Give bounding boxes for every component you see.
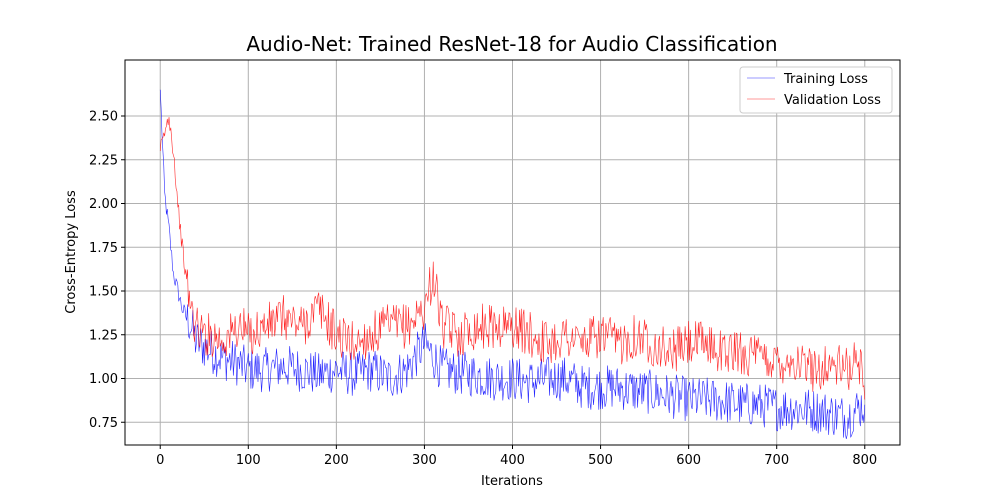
chart-title: Audio-Net: Trained ResNet-18 for Audio C… [246, 32, 777, 56]
y-tick-label: 2.50 [89, 110, 118, 125]
ticks: 0 100 200 300 400 500 600 700 800 0.75 1.00 1.25 1.5… [89, 110, 877, 469]
series-line-training [159, 89, 866, 439]
y-tick-label: 2.00 [89, 197, 118, 212]
x-tick-label: 200 [324, 453, 349, 468]
x-tick-label: 0 [156, 453, 164, 468]
legend-box [739, 66, 893, 114]
x-tick-label: 700 [764, 453, 789, 468]
x-tick-label: 800 [852, 453, 877, 468]
legend-label-training: Training Loss [783, 72, 868, 87]
y-tick-label: 1.00 [89, 372, 118, 387]
grid [125, 60, 900, 445]
x-tick-label: 300 [412, 453, 437, 468]
legend: Training Loss Validation Loss [739, 66, 893, 114]
x-tick-label: 600 [676, 453, 701, 468]
x-axis-label: Iterations [481, 474, 543, 489]
y-tick-label: 1.50 [89, 285, 118, 300]
series-line-validation [159, 117, 866, 400]
y-tick-label: 0.75 [89, 416, 118, 431]
y-tick-label: 1.25 [89, 328, 118, 343]
legend-label-validation: Validation Loss [784, 93, 881, 108]
y-tick-label: 1.75 [89, 241, 118, 256]
series-group [159, 89, 866, 439]
y-tick-label: 2.25 [89, 153, 118, 168]
y-axis-label: Cross-Entropy Loss [64, 190, 79, 314]
x-tick-label: 100 [236, 453, 261, 468]
x-tick-label: 400 [500, 453, 525, 468]
x-tick-label: 500 [588, 453, 613, 468]
